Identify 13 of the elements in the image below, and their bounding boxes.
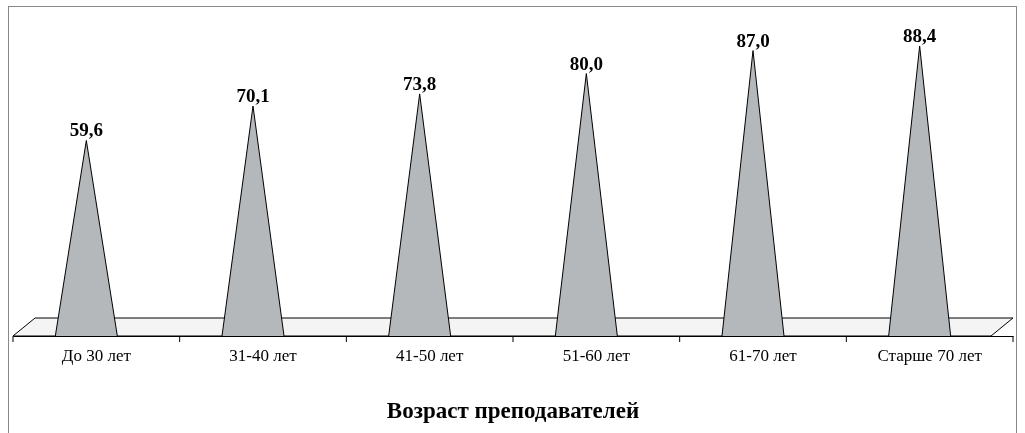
data-label: 80,0 [569, 52, 603, 74]
x-tick-label: 61-70 лет [729, 346, 798, 366]
data-label: 88,4 [903, 25, 937, 46]
x-tick-label: 41-50 лет [395, 346, 464, 366]
data-label: 73,8 [403, 72, 437, 94]
x-tick-label: Старше 70 лет [877, 346, 983, 366]
x-tick-label: 31-40 лет [229, 346, 298, 366]
x-axis-title: Возраст преподавателей [386, 398, 640, 423]
x-tick-label: 51-60 лет [562, 346, 631, 366]
data-label: 59,6 [69, 119, 103, 141]
x-tick-label: До 30 лет [61, 346, 132, 366]
data-label: 70,1 [236, 85, 270, 107]
data-label: 87,0 [736, 29, 770, 51]
